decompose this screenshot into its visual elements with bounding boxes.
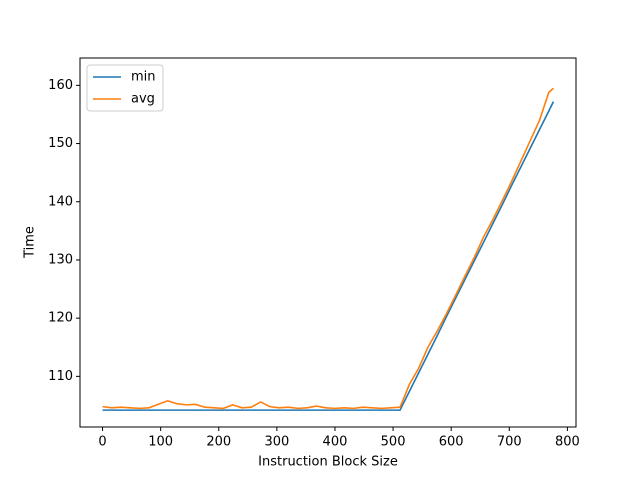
y-tick-label: 120: [48, 311, 73, 326]
x-tick-label: 600: [439, 435, 464, 450]
y-axis-label: Time: [23, 226, 38, 259]
x-tick-label: 300: [264, 435, 289, 450]
x-tick-label: 400: [323, 435, 348, 450]
x-axis-label: Instruction Block Size: [258, 455, 398, 470]
legend-label: min: [131, 70, 156, 85]
y-tick-label: 110: [48, 369, 73, 384]
x-tick-label: 100: [148, 435, 173, 450]
x-tick-label: 0: [98, 435, 106, 450]
legend: min avg: [86, 64, 164, 112]
x-tick-label: 800: [555, 435, 580, 450]
x-tick-label: 700: [497, 435, 522, 450]
legend-label: avg: [131, 92, 155, 107]
y-tick-label: 150: [48, 136, 73, 151]
x-tick-label: 500: [381, 435, 406, 450]
y-tick-label: 140: [48, 194, 73, 209]
y-tick-label: 160: [48, 78, 73, 93]
x-tick-label: 200: [206, 435, 231, 450]
plot-frame: [79, 57, 577, 428]
line-series: [102, 87, 554, 410]
line-series: [102, 101, 555, 411]
y-tick-label: 130: [48, 252, 73, 267]
